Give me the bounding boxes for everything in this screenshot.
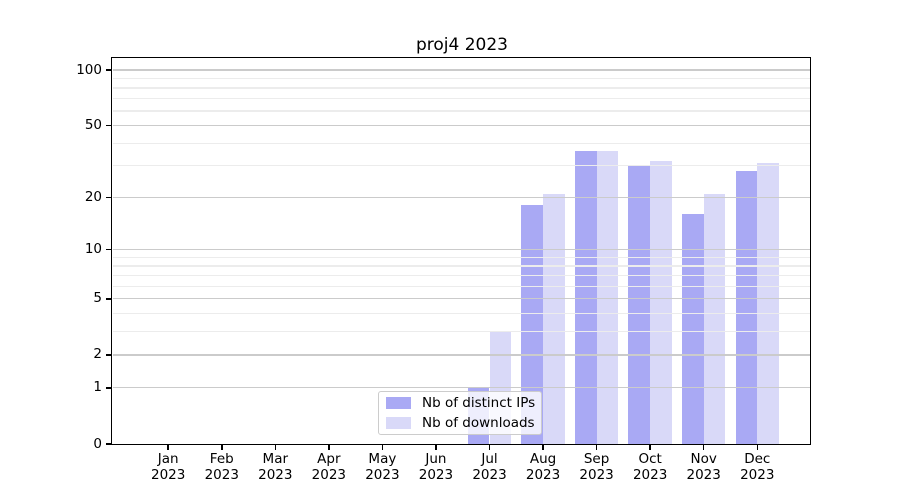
gridline-minor-90 [113, 77, 810, 80]
y-tick-5 [106, 298, 111, 300]
y-tick-2 [106, 354, 111, 356]
x-tick-may [381, 445, 384, 450]
bar-downloads-sep [596, 151, 619, 444]
y-tick-20 [106, 196, 111, 199]
x-tick-label-jan: Jan 2023 [151, 451, 186, 483]
gridline-minor-80 [113, 87, 810, 89]
y-tick-10 [106, 248, 111, 251]
x-tick-oct [649, 445, 651, 450]
x-tick-jun [435, 445, 437, 450]
y-tick-label-5: 5 [93, 290, 102, 307]
chart-title: proj4 2023 [415, 35, 508, 55]
gridline-minor-7 [113, 274, 810, 277]
bar-distinct-ips-oct [628, 165, 651, 444]
y-tick-label-20: 20 [84, 188, 102, 205]
gridline-major-5 [113, 298, 810, 300]
y-tick-100 [106, 69, 111, 71]
x-tick-nov [702, 445, 705, 450]
y-tick-label-100: 100 [76, 61, 102, 78]
legend-label-downloads: Nb of downloads [422, 414, 535, 431]
legend-swatch-distinct-ips [386, 397, 411, 410]
gridline-major-2 [113, 354, 810, 356]
x-tick-label-jul: Jul 2023 [472, 451, 507, 483]
y-tick-label-2: 2 [93, 346, 102, 363]
bar-distinct-ips-dec [735, 171, 758, 444]
legend-label-distinct-ips: Nb of distinct IPs [422, 395, 536, 412]
y-tick-label-10: 10 [84, 241, 102, 258]
legend-item-distinct-ips: Nb of distinct IPs [386, 395, 536, 412]
y-tick-label-0: 0 [93, 435, 102, 452]
x-tick-apr [328, 445, 330, 450]
gridline-minor-3 [113, 331, 810, 333]
bar-distinct-ips-aug [521, 205, 544, 444]
bar-distinct-ips-sep [574, 151, 597, 444]
x-tick-label-nov: Nov 2023 [686, 451, 721, 483]
legend-swatch-downloads [386, 416, 411, 429]
gridline-minor-6 [113, 285, 810, 287]
legend-item-downloads: Nb of downloads [386, 414, 535, 432]
y-tick-label-1: 1 [93, 379, 102, 396]
gridline-major-100 [113, 69, 810, 71]
x-tick-sep [595, 445, 598, 450]
gridline-major-1 [113, 387, 810, 389]
x-tick-label-may: May 2023 [365, 451, 400, 483]
y-tick-0 [106, 443, 111, 445]
bar-downloads-nov [703, 193, 726, 444]
gridline-minor-30 [113, 165, 810, 167]
gridline-minor-4 [113, 313, 810, 315]
bar-downloads-dec [757, 163, 779, 444]
x-tick-label-dec: Dec 2023 [740, 451, 775, 483]
gridline-major-20 [113, 196, 810, 198]
gridline-major-50 [113, 124, 810, 126]
gridline-minor-60 [113, 110, 810, 112]
x-tick-label-apr: Apr 2023 [311, 451, 347, 483]
legend: Nb of distinct IPs Nb of downloads [378, 391, 542, 435]
gridline-minor-8 [113, 265, 810, 267]
x-tick-feb [221, 445, 223, 450]
y-tick-1 [106, 387, 111, 389]
x-tick-label-jun: Jun 2023 [418, 451, 454, 483]
x-tick-dec [756, 445, 758, 450]
x-tick-label-aug: Aug 2023 [525, 451, 561, 483]
x-tick-label-feb: Feb 2023 [204, 451, 239, 483]
x-tick-label-sep: Sep 2023 [579, 451, 614, 483]
x-tick-jan [167, 445, 169, 450]
gridline-major-10 [113, 249, 810, 251]
x-tick-aug [542, 445, 544, 450]
gridline-minor-9 [113, 256, 810, 259]
x-tick-mar [274, 445, 277, 450]
bar-downloads-aug [543, 193, 565, 444]
y-tick-label-50: 50 [84, 116, 102, 133]
x-tick-label-oct: Oct 2023 [632, 451, 668, 483]
bar-downloads-oct [650, 160, 672, 444]
x-tick-label-mar: Mar 2023 [258, 451, 293, 483]
x-tick-jul [488, 445, 491, 450]
gridline-minor-70 [113, 98, 810, 100]
bar-distinct-ips-nov [682, 214, 704, 444]
y-tick-50 [106, 124, 111, 127]
gridline-minor-40 [113, 142, 810, 144]
